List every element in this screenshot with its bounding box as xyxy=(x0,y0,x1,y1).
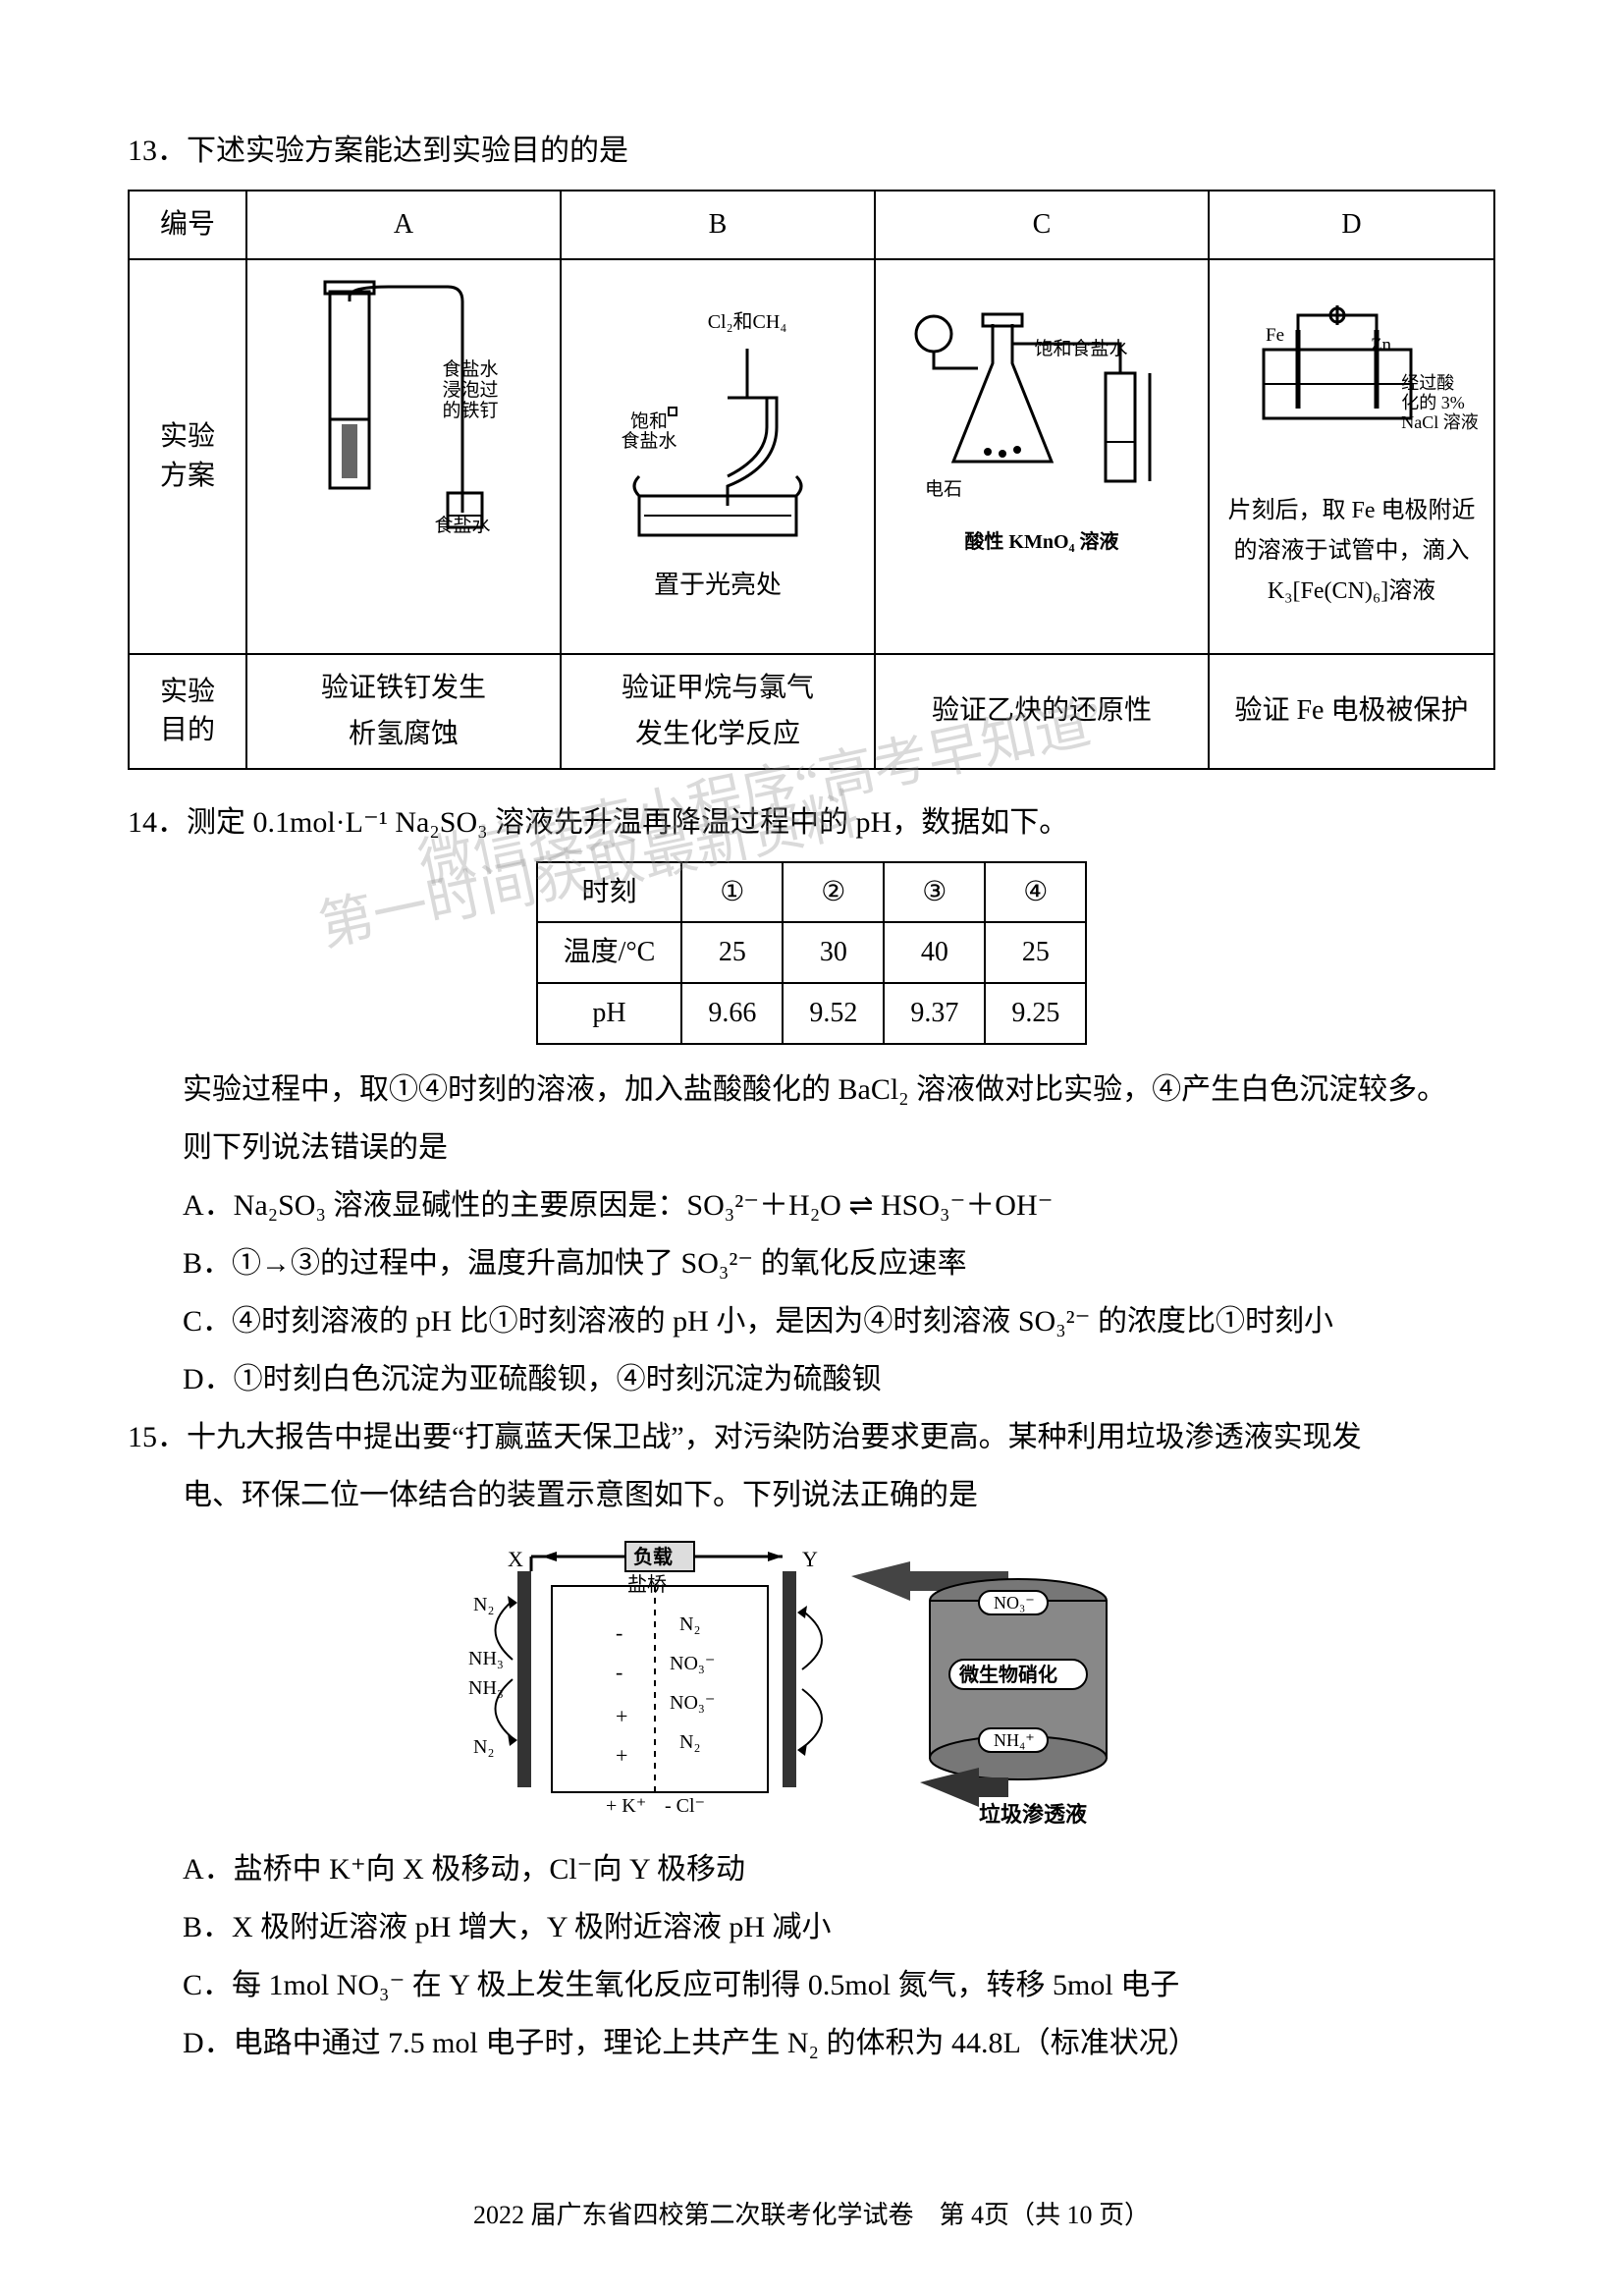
q14-optB: B．①→③的过程中，温度升高加快了 SO₃²⁻ 的氧化反应速率 xyxy=(128,1238,1495,1288)
svg-text:+ K⁺: + K⁺ xyxy=(606,1795,646,1817)
svg-text:N₂: N₂ xyxy=(473,1736,494,1758)
q15-optA: A．盐桥中 K⁺向 X 极移动，Cl⁻向 Y 极移动 xyxy=(128,1844,1495,1894)
label-Y: Y xyxy=(802,1547,818,1571)
svg-text:N₂: N₂ xyxy=(679,1731,700,1753)
q14-head-1: ① xyxy=(681,862,783,923)
row-label-number: 编号 xyxy=(129,191,246,259)
svg-text:-: - xyxy=(616,1660,622,1684)
svg-text:- Cl⁻: - Cl⁻ xyxy=(665,1795,705,1817)
q15-optD: D．电路中通过 7.5 mol 电子时，理论上共产生 N₂ 的体积为 44.8L… xyxy=(128,2018,1495,2068)
q14-head-3: ③ xyxy=(884,862,985,923)
q14-para1: 实验过程中，取①④时刻的溶液，加入盐酸酸化的 BaCl₂ 溶液做对比实验，④产生… xyxy=(128,1065,1495,1115)
q14-optC: C．④时刻溶液的 pH 比①时刻溶液的 pH 小，是因为④时刻溶液 SO₃²⁻ … xyxy=(128,1296,1495,1346)
svg-text:NH₄⁺: NH₄⁺ xyxy=(994,1730,1035,1750)
q14-table: 时刻 ① ② ③ ④ 温度/°C 25 30 40 25 pH 9.66 9.5… xyxy=(536,861,1088,1045)
row-label-scheme: 实验 方案 xyxy=(129,259,246,654)
q14-stem: 14．测定 0.1mol·L⁻¹ Na₂SO₃ 溶液先升温再降温过程中的 pH，… xyxy=(128,797,1495,847)
q14-head-4: ④ xyxy=(985,862,1086,923)
table-row: 实验 方案 食盐水 浸泡过 xyxy=(129,259,1494,654)
page-footer: 2022 届广东省四校第二次联考化学试卷 第 4页（共 10 页） xyxy=(0,2194,1623,2237)
svg-text:NO₃⁻: NO₃⁻ xyxy=(994,1593,1035,1613)
q15-stem2: 电、环保二位一体结合的装置示意图如下。下列说法正确的是 xyxy=(128,1470,1495,1520)
col-header-A: A xyxy=(246,191,561,259)
exam-page: 13．下述实验方案能达到实验目的的是 编号 A B C D 实验 方案 xyxy=(0,0,1623,2296)
q15-optC: C．每 1mol NO₃⁻ 在 Y 极上发生氧化反应可制得 0.5mol 氮气，… xyxy=(128,1960,1495,2010)
scheme-B: Cl₂和CH₄ 饱和 食盐水 xyxy=(561,259,875,654)
scheme-C: 饱和食盐水 电石 酸性 KMnO₄ 溶液 xyxy=(875,259,1209,654)
col-header-C: C xyxy=(875,191,1209,259)
q15-diagram-icon: X Y 负载 盐桥 N₂ NH₃ NH₃ N₂ - - + + N₂ NO₃⁻ … xyxy=(459,1532,1165,1827)
table-row: 实验 目的 验证铁钉发生 析氢腐蚀 验证甲烷与氯气 发生化学反应 验证乙炔的还原… xyxy=(129,654,1494,769)
svg-text:垃圾渗透液: 垃圾渗透液 xyxy=(979,1802,1087,1827)
svg-text:NO₃⁻: NO₃⁻ xyxy=(670,1653,715,1674)
svg-text:N₂: N₂ xyxy=(679,1613,700,1635)
purpose-D: 验证 Fe 电极被保护 xyxy=(1209,654,1494,769)
label-load: 负载 xyxy=(633,1545,673,1568)
row-label-purpose: 实验 目的 xyxy=(129,654,246,769)
svg-text:+: + xyxy=(616,1704,627,1728)
col-header-D: D xyxy=(1209,191,1494,259)
col-header-B: B xyxy=(561,191,875,259)
purpose-A: 验证铁钉发生 析氢腐蚀 xyxy=(246,654,561,769)
svg-text:NH₃: NH₃ xyxy=(468,1677,504,1699)
purpose-C: 验证乙炔的还原性 xyxy=(875,654,1209,769)
q14-temp-label: 温度/°C xyxy=(537,922,682,983)
q14-head-0: 时刻 xyxy=(537,862,682,923)
scheme-D: Fe Zn 经过酸 化的 3% NaCl 溶液 片刻后，取 Fe 电极附近 的溶… xyxy=(1209,259,1494,654)
svg-text:微生物硝化: 微生物硝化 xyxy=(958,1663,1057,1686)
table-row: pH 9.66 9.52 9.37 9.25 xyxy=(537,983,1087,1044)
q15-optB: B．X 极附近溶液 pH 增大，Y 极附近溶液 pH 减小 xyxy=(128,1902,1495,1952)
q14-optA: A．Na₂SO₃ 溶液显碱性的主要原因是：SO₃²⁻＋H₂O ⇌ HSO₃⁻＋O… xyxy=(128,1180,1495,1230)
label-X: X xyxy=(508,1547,523,1571)
q14-ph-label: pH xyxy=(537,983,682,1044)
svg-text:+: + xyxy=(616,1743,627,1768)
svg-text:NO₃⁻: NO₃⁻ xyxy=(670,1692,715,1714)
svg-text:-: - xyxy=(616,1620,622,1645)
q14-para2: 则下列说法错误的是 xyxy=(128,1122,1495,1173)
svg-text:N₂: N₂ xyxy=(473,1594,494,1615)
table-row: 温度/°C 25 30 40 25 xyxy=(537,922,1087,983)
label-bridge: 盐桥 xyxy=(627,1573,667,1596)
q13-stem: 13．下述实验方案能达到实验目的的是 xyxy=(128,126,1495,176)
q14-optD: D．①时刻白色沉淀为亚硫酸钡，④时刻沉淀为硫酸钡 xyxy=(128,1354,1495,1404)
q15-stem1: 15．十九大报告中提出要“打赢蓝天保卫战”，对污染防治要求更高。某种利用垃圾渗透… xyxy=(128,1412,1495,1462)
q13-table: 编号 A B C D 实验 方案 xyxy=(128,190,1495,770)
table-row: 时刻 ① ② ③ ④ xyxy=(537,862,1087,923)
q14-head-2: ② xyxy=(783,862,884,923)
table-row: 编号 A B C D xyxy=(129,191,1494,259)
scheme-A: 食盐水 浸泡过 的铁钉 食盐水 xyxy=(246,259,561,654)
purpose-B: 验证甲烷与氯气 发生化学反应 xyxy=(561,654,875,769)
svg-text:NH₃: NH₃ xyxy=(468,1648,504,1669)
